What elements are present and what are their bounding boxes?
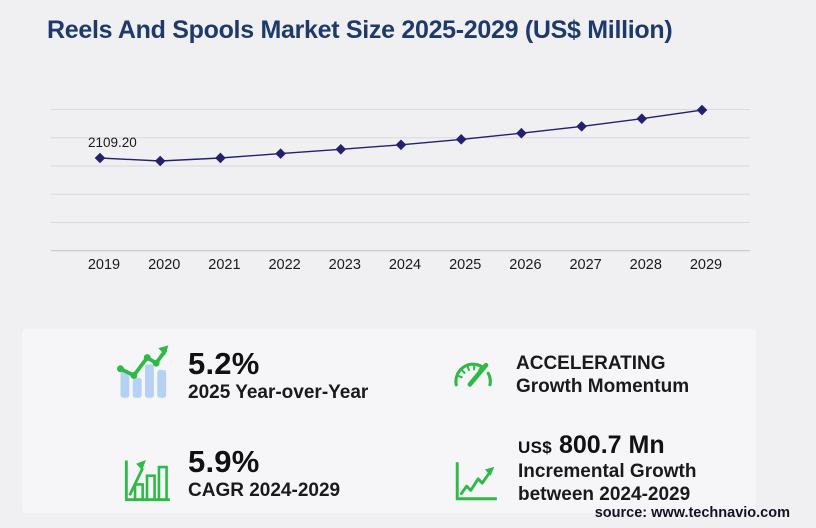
momentum-value: ACCELERATING [516,353,666,374]
data-point-marker [275,148,286,159]
incremental-label-line2: between 2024-2029 [518,484,691,505]
momentum-label: Growth Momentum [516,376,690,397]
incremental-currency: US$ [518,438,552,457]
data-point-marker [395,139,407,151]
yoy-label: 2025 Year-over-Year [188,382,369,403]
x-axis-label: 2020 [148,257,180,273]
stat-yoy-growth: 5.2% 2025 Year-over-Year [116,344,368,404]
data-point-marker [696,104,708,116]
stat-cagr: 5.9% CAGR 2024-2029 [120,444,341,509]
market-size-chart-svg: 2019 2020 2021 2022 2023 2024 2025 2026 2027 2028… [51,104,750,273]
data-point-marker [576,121,587,132]
yoy-value: 5.2% [188,346,260,381]
data-point-marker [636,113,648,125]
x-axis-label: 2024 [389,257,421,273]
source-attribution: source: www.technavio.com [594,505,790,521]
market-size-line [99,109,703,162]
growth-line-icon [452,458,500,509]
incremental-label: Incremental Growth [518,461,697,482]
data-point-marker [455,134,467,145]
data-point-marker [94,152,106,164]
cagr-label: CAGR 2024-2029 [188,480,341,501]
x-axis-label: 2026 [509,257,541,273]
x-axis-label: 2021 [208,257,240,273]
speedometer-icon [448,352,498,401]
market-size-chart: 2019 2020 2021 2022 2023 2024 2025 2026 2027 2028… [0,78,816,278]
x-axis-label: 2029 [690,257,722,273]
x-axis-label: 2028 [630,257,662,273]
page-title: Reels And Spools Market Size 2025-2029 (… [47,16,673,44]
data-label-2019: 2109.20 [88,135,137,150]
x-axis-label: 2025 [449,257,481,273]
x-axis-label: 2023 [329,257,361,273]
x-axis-label: 2019 [88,257,120,273]
bar-chart-arrow-icon [120,454,174,509]
cagr-value: 5.9% [188,444,260,479]
data-point-marker [516,127,527,139]
data-point-marker [154,155,166,167]
stat-growth-momentum: ACCELERATING Growth Momentum [448,352,689,401]
data-point-marker [215,152,226,164]
x-axis-label: 2022 [268,257,300,273]
stat-incremental-growth: US$ 800.7 Mn Incremental Growth between … [452,430,696,509]
data-point-marker [335,143,347,155]
incremental-value: 800.7 Mn [558,431,665,459]
bar-chart-trend-icon [116,344,174,403]
x-axis-label: 2027 [569,257,601,273]
